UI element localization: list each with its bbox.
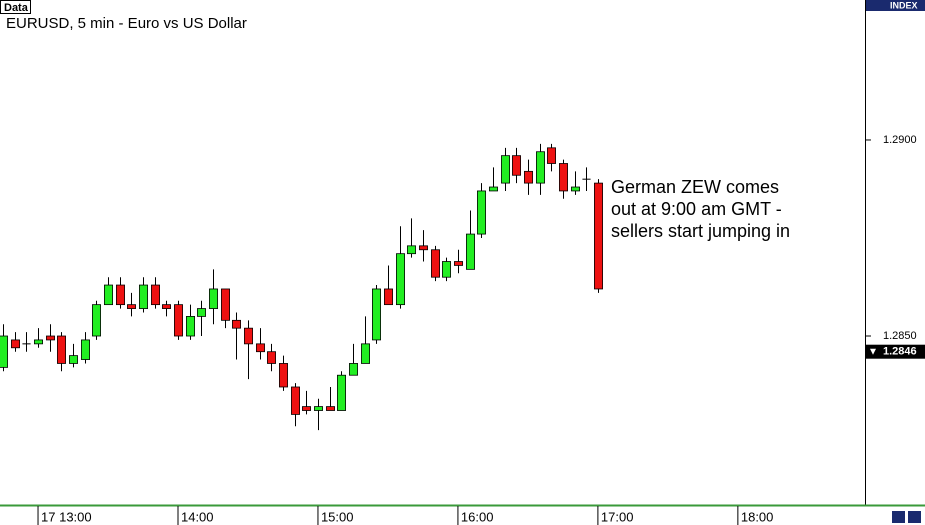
candle-body (512, 155, 521, 176)
candle-body (57, 335, 66, 364)
x-tick-label: 17:00 (601, 509, 634, 524)
candle-body (407, 245, 416, 255)
candle-body (162, 304, 171, 309)
candle-body (151, 284, 160, 306)
index-label: INDEX (890, 0, 918, 10)
x-tick-label: 18:00 (741, 509, 774, 524)
candle-body (139, 284, 148, 309)
candle-body (0, 335, 8, 368)
candle-body (571, 186, 580, 192)
candle-body (442, 261, 451, 278)
annotation: sellers start jumping in (611, 221, 790, 241)
candle-body (244, 327, 253, 345)
candle-body (524, 170, 533, 184)
candle-body (104, 284, 113, 306)
chart-title: EURUSD, 5 min - Euro vs US Dollar (6, 15, 247, 32)
annotation: out at 9:00 am GMT - (611, 199, 782, 219)
candle-body (267, 351, 276, 364)
x-tick-label: 17 13:00 (41, 509, 92, 524)
last-price-box (866, 344, 925, 359)
candle-body (489, 186, 498, 192)
candle-body (454, 261, 463, 266)
candle-body (92, 304, 101, 337)
candle-body (186, 316, 195, 337)
candle-body (209, 288, 218, 309)
candle-body (232, 319, 241, 329)
x-tick-label: 16:00 (461, 509, 494, 524)
candle-body (384, 288, 393, 306)
candle-body (116, 284, 125, 306)
candle-body (256, 343, 265, 353)
x-tick-label: 14:00 (181, 509, 214, 524)
candle-body (11, 339, 20, 349)
candle-body (547, 147, 556, 164)
candle-body (594, 182, 603, 290)
candle-body (69, 355, 78, 364)
candle-body (46, 335, 55, 341)
nav-button[interactable] (892, 511, 905, 523)
candle-body (477, 190, 486, 235)
candle-body (279, 363, 288, 388)
y-tick-label: 1.2900 (883, 134, 917, 146)
x-tick-label: 15:00 (321, 509, 354, 524)
candle-body (559, 163, 568, 192)
candle-body (174, 304, 183, 337)
candle-body (221, 288, 230, 321)
last-price-label: 1.2846 (883, 346, 917, 358)
candle-body (501, 155, 510, 184)
candle-body (302, 406, 311, 411)
candle-body (536, 151, 545, 184)
candle-body (361, 343, 370, 364)
annotation: German ZEW comes (611, 177, 779, 197)
index-box (866, 0, 925, 11)
candle-body (337, 374, 346, 411)
nav-button[interactable] (908, 511, 921, 523)
last-price-arrow (870, 348, 876, 355)
panel-label: Data (4, 2, 29, 14)
candle-body (34, 339, 43, 345)
candle-body (349, 363, 358, 376)
panel-label-box (0, 0, 31, 14)
candle-body (372, 288, 381, 341)
candle-body (396, 253, 405, 306)
candle-body (466, 233, 475, 270)
candle-body (326, 406, 335, 411)
candle-body (431, 249, 440, 278)
candle-body (419, 245, 428, 251)
y-tick-label: 1.2850 (883, 330, 917, 342)
candle-body (197, 308, 206, 317)
candle-body (81, 339, 90, 360)
candle-body (127, 304, 136, 309)
candle-body (314, 406, 323, 411)
candle-body (291, 386, 300, 415)
